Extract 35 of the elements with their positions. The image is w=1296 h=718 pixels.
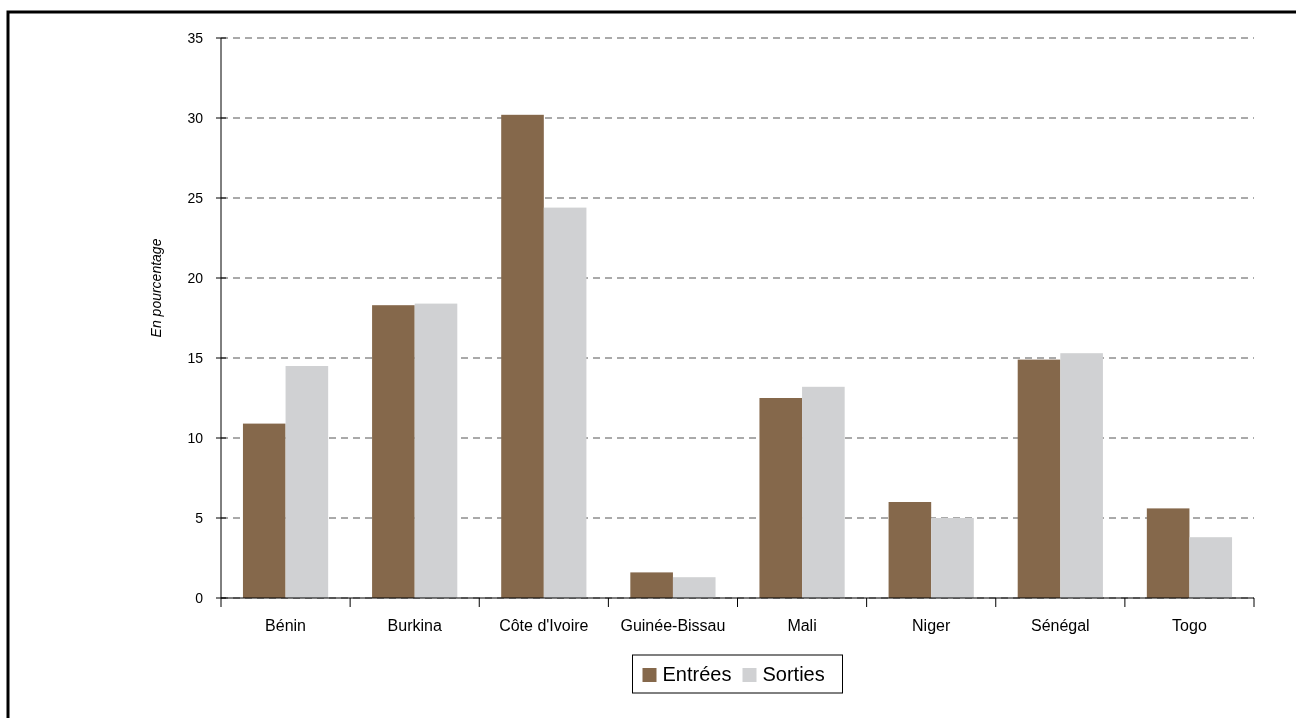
bar	[285, 366, 329, 598]
bar	[672, 577, 716, 598]
bar	[802, 386, 845, 598]
bar	[372, 305, 415, 598]
x-tick-label: Guinée-Bissau	[620, 617, 726, 634]
legend-label: Sorties	[762, 663, 825, 685]
bar	[759, 398, 803, 598]
x-tick-label: Bénin	[265, 617, 307, 634]
bar	[630, 572, 673, 598]
y-tick-label: 0	[195, 589, 204, 606]
bar	[501, 114, 544, 598]
x-tick-label: Togo	[1172, 617, 1207, 634]
legend-label: Entrées	[662, 663, 732, 685]
bar	[242, 423, 286, 598]
y-tick-label: 25	[187, 189, 204, 206]
bar	[931, 518, 974, 598]
bar	[1060, 353, 1103, 598]
x-tick-label: Niger	[912, 617, 951, 634]
bar	[1017, 359, 1061, 598]
bar	[543, 207, 587, 598]
y-tick-label: 15	[187, 349, 204, 366]
bar	[1189, 537, 1233, 598]
y-tick-label: 5	[195, 509, 204, 526]
bar	[888, 502, 932, 598]
bar	[1146, 508, 1190, 598]
y-axis-title: En pourcentage	[148, 238, 164, 338]
x-tick-label: Sénégal	[1030, 617, 1090, 634]
bar	[414, 303, 458, 598]
x-tick-label: Mali	[787, 617, 817, 634]
x-tick-label: Burkina	[387, 617, 442, 634]
x-tick-label: Côte d'Ivoire	[499, 617, 589, 634]
y-tick-label: 20	[187, 269, 204, 286]
y-tick-label: 35	[187, 29, 204, 46]
y-tick-label: 30	[187, 109, 204, 126]
y-tick-label: 10	[187, 429, 204, 446]
